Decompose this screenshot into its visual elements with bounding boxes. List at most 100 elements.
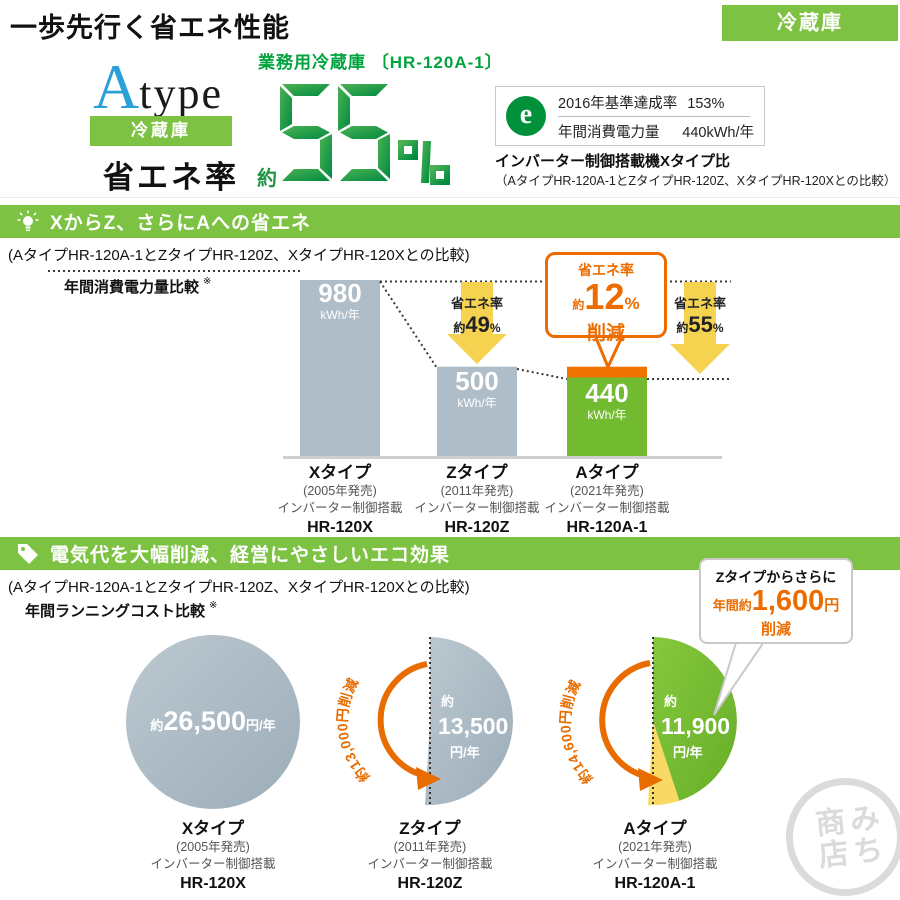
bar-unit-z: kWh/年 <box>457 396 496 410</box>
stamp-text-2: 商店 <box>808 805 849 873</box>
arc-arrowhead-icon <box>416 767 441 790</box>
callout-title: 省エネ率 <box>578 262 634 278</box>
rate-value-55-percent <box>280 84 450 185</box>
logo-word-type: type <box>139 69 223 118</box>
section1-banner-title: XからZ、さらにAへの省エネ <box>50 213 312 234</box>
bar-chart: 省エネ率 約49% 省エネ率 約55% 980 kWh/年 500 kWh/年 … <box>48 270 731 459</box>
pie-z-saving-arc <box>377 661 428 779</box>
product-model-text: 〔HR-120A-1〕 <box>371 53 503 72</box>
pie-z-arc-label: 約13,000円削減 <box>334 675 373 785</box>
spec-label: 2016年基準達成率 <box>558 96 678 112</box>
type-name: Zタイプ <box>399 819 461 838</box>
bar-label-z: Zタイプ (2011年発売) インバーター制御搭載 HR-120Z <box>402 462 552 538</box>
bar-Zタイプ <box>437 366 517 457</box>
model-number: HR-120X <box>180 875 246 892</box>
comparison-basis-note: （AタイプHR-120A-1とZタイプHR-120Z、XタイプHR-120Xとの… <box>495 174 897 188</box>
feature: インバーター制御搭載 <box>592 857 718 871</box>
feature: インバーター制御搭載 <box>150 857 276 871</box>
category-badge: 冷蔵庫 <box>722 5 898 41</box>
pie-chart-title-text: 年間ランニングコスト比較 <box>25 603 206 620</box>
bar-value-z: 500 <box>455 366 498 396</box>
bar-Aタイプ <box>567 377 647 457</box>
model-number: HR-120Z <box>397 875 463 892</box>
stamp-text-1: みち <box>843 801 883 869</box>
release-year: (2021年発売) <box>618 840 692 854</box>
logo-letter-a: A <box>93 51 140 122</box>
saving-callout-1600: Zタイプからさらに 年間約1,600円 削減 <box>699 558 853 644</box>
release-year: (2011年発売) <box>393 840 467 854</box>
callout-value: 約12% <box>572 276 640 317</box>
lightbulb-icon <box>17 210 39 231</box>
pie-label-a: Aタイプ (2021年発売) インバーター制御搭載 HR-120A-1 <box>580 818 730 894</box>
pie-a-prefix: 約 <box>664 694 677 709</box>
bar-value-x: 980 <box>318 278 361 308</box>
spec-value: 440kWh/年 <box>682 125 754 141</box>
type-name: Aタイプ <box>575 463 639 482</box>
pie-label-z: Zタイプ (2011年発売) インバーター制御搭載 HR-120Z <box>355 818 505 894</box>
type-name: Zタイプ <box>446 463 508 482</box>
bar-unit-a: kWh/年 <box>587 408 626 422</box>
bar-label-a: Aタイプ (2021年発売) インバーター制御搭載 HR-120A-1 <box>532 462 682 538</box>
rate-prefix: 約 <box>257 168 277 190</box>
page-title: 一歩先行く省エネ性能 <box>10 13 290 43</box>
callout-suffix: 削減 <box>586 323 625 344</box>
pie-x-value: 約26,500円/年 <box>150 706 275 736</box>
release-year: (2021年発売) <box>570 484 644 498</box>
segment-percent-sign <box>398 140 450 185</box>
energy-saving-caption: 省エネ率 <box>103 160 239 195</box>
bar-chart-title: 年間消費電力量比較 ※ <box>64 276 211 297</box>
callout-title: Zタイプからさらに <box>715 569 837 585</box>
pie-z-value: 13,500 <box>438 713 508 739</box>
spec-label: 年間消費電力量 <box>558 125 660 141</box>
down-arrow-icon-55 <box>670 282 730 374</box>
release-year: (2011年発売) <box>440 484 514 498</box>
footnote-mark: ※ <box>209 600 218 611</box>
feature: インバーター制御搭載 <box>367 857 493 871</box>
arc-arrowhead-icon <box>638 768 663 791</box>
pie-z-prefix: 約 <box>441 694 454 709</box>
bar-value-a: 440 <box>585 378 628 408</box>
pie-a-unit: 円/年 <box>673 745 703 760</box>
spec-value: 153% <box>687 96 725 112</box>
callout-suffix: 削減 <box>760 621 791 638</box>
divider <box>0 197 900 198</box>
running-cost-chart: 約26,500円/年 約13,000円削減 約 13,500 円/年 約14,6… <box>126 635 770 809</box>
product-type-text: 業務用冷蔵庫 <box>258 53 366 72</box>
pie-a-value: 11,900 <box>661 713 730 739</box>
section2-banner-title: 電気代を大幅削減、経営にやさしいエコ効果 <box>50 545 451 566</box>
arrow2-label: 省エネ率 <box>673 296 726 311</box>
saving-callout-12: 省エネ率 約12% 削減 <box>545 252 667 344</box>
arrow2-value: 約55% <box>676 312 724 337</box>
divider <box>558 116 750 117</box>
bars-group <box>300 280 647 457</box>
model-number: HR-120A-1 <box>614 875 696 892</box>
feature: インバーター制御搭載 <box>544 501 670 515</box>
segment-digit-5 <box>338 84 390 181</box>
arrow1-value: 約49% <box>453 312 501 337</box>
model-number: HR-120X <box>307 519 373 536</box>
release-year: (2005年発売) <box>176 840 250 854</box>
e-mark-icon: e <box>506 96 546 136</box>
bar-label-x: Xタイプ (2005年発売) インバーター制御搭載 HR-120X <box>265 462 415 538</box>
type-name: Xタイプ <box>308 463 372 482</box>
bar-chart-title-text: 年間消費電力量比較 <box>64 279 200 296</box>
product-label: 業務用冷蔵庫 〔HR-120A-1〕 <box>258 48 503 73</box>
model-number: HR-120A-1 <box>566 519 648 536</box>
pie-a-saving-arc <box>599 660 651 780</box>
bar-unit-x: kWh/年 <box>320 308 359 322</box>
arrow1-label: 省エネ率 <box>450 296 503 311</box>
pie-x-full-circle <box>126 635 300 809</box>
feature: インバーター制御搭載 <box>414 501 540 515</box>
bar-Xタイプ <box>300 280 380 457</box>
type-name: Aタイプ <box>623 819 687 838</box>
price-tag-icon <box>18 543 38 564</box>
model-number: HR-120Z <box>444 519 510 536</box>
pie-a-yellow-slice <box>648 721 680 806</box>
section1-banner: XからZ、さらにAへの省エネ <box>0 205 900 238</box>
a-type-logo: Atype <box>93 50 223 124</box>
pie-label-x: Xタイプ (2005年発売) インバーター制御搭載 HR-120X <box>138 818 288 894</box>
feature: インバーター制御搭載 <box>277 501 403 515</box>
callout-value: 年間約1,600円 <box>712 585 840 617</box>
spec-row-consumption: 年間消費電力量 440kWh/年 <box>558 122 754 144</box>
